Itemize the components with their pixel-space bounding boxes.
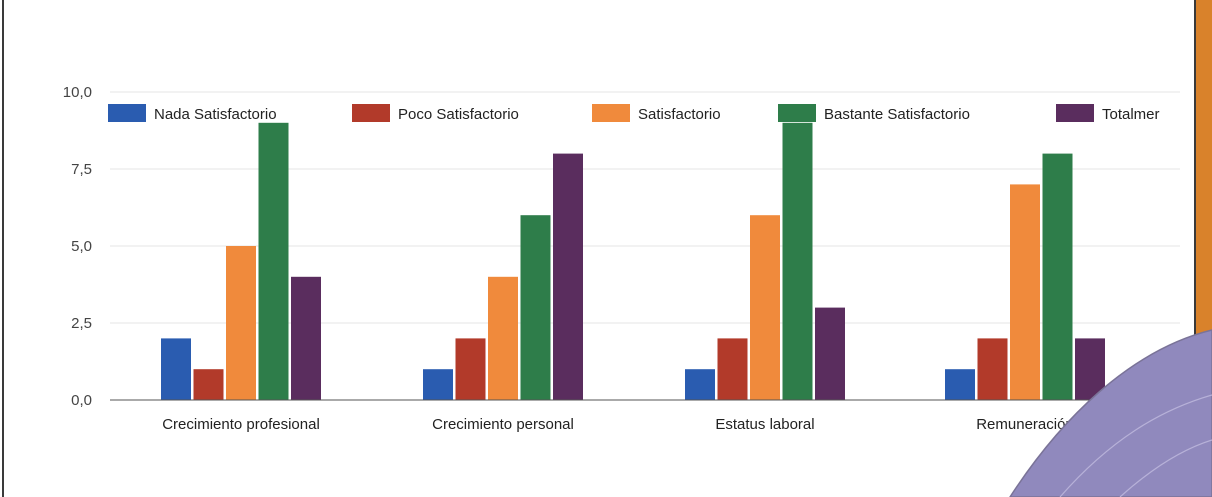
bar [553, 153, 583, 400]
bar [1042, 153, 1073, 400]
bar [815, 307, 845, 400]
legend-swatch [108, 104, 146, 122]
bar [945, 369, 975, 400]
legend-label: Nada Satisfactorio [154, 106, 277, 123]
decor-disc-line [1059, 394, 1212, 497]
bar [258, 122, 289, 401]
y-tick-label: 10,0 [63, 84, 92, 101]
legend-swatch [778, 104, 816, 122]
x-category-label: Crecimiento personal [432, 416, 574, 433]
bar [1075, 338, 1105, 400]
x-category-label: Crecimiento profesional [162, 416, 320, 433]
x-category-label: Estatus laboral [715, 416, 814, 433]
bar [193, 369, 224, 400]
y-tick-label: 0,0 [71, 392, 92, 409]
y-tick-label: 7,5 [71, 161, 92, 178]
bar [291, 276, 321, 400]
bar [782, 122, 813, 401]
decor-disc-line [1119, 439, 1212, 497]
legend-swatch [592, 104, 630, 122]
legend-label: Bastante Satisfactorio [824, 106, 970, 123]
legend-label: Totalmer [1102, 106, 1160, 123]
bar [1010, 184, 1040, 400]
x-category-label: Remuneración [976, 416, 1074, 433]
legend-label: Poco Satisfactorio [398, 106, 519, 123]
y-tick-label: 5,0 [71, 238, 92, 255]
legend-label: Satisfactorio [638, 106, 721, 123]
bar [520, 215, 551, 400]
bar [750, 215, 780, 400]
bar [161, 338, 191, 400]
legend-swatch [1056, 104, 1094, 122]
decor-disc [1009, 329, 1212, 497]
legend-swatch [352, 104, 390, 122]
bar [977, 338, 1008, 400]
bar [717, 338, 748, 400]
bar [685, 369, 715, 400]
bar [455, 338, 486, 400]
bar [488, 276, 518, 400]
bar [226, 246, 256, 400]
bar [423, 369, 453, 400]
y-tick-label: 2,5 [71, 315, 92, 332]
